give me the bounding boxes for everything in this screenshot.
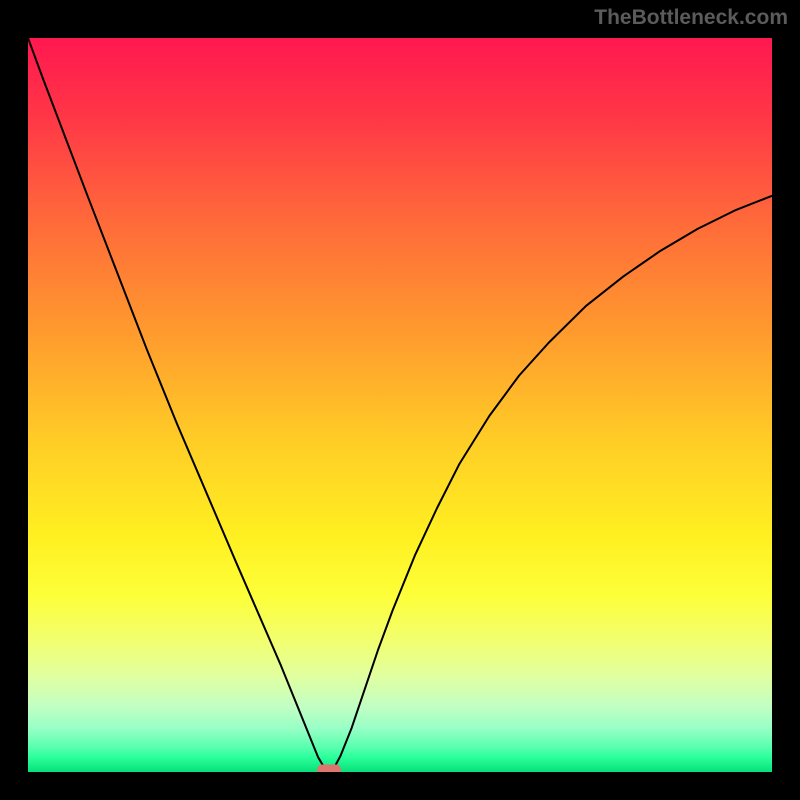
watermark-text: TheBottleneck.com [594, 6, 788, 30]
bottleneck-curve [28, 38, 772, 772]
chart-frame [0, 0, 800, 800]
curve-path [28, 38, 772, 770]
plot-area [28, 38, 772, 772]
minimum-marker [317, 764, 341, 772]
